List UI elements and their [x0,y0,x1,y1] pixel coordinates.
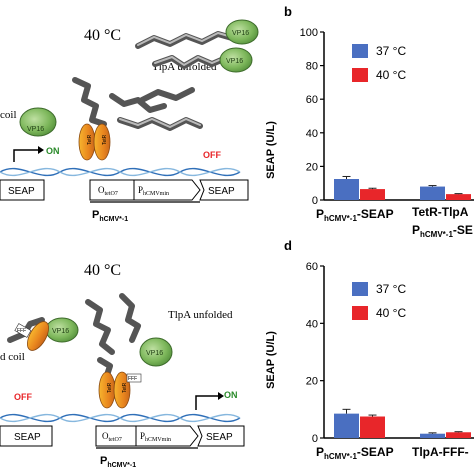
legend-label-37: 37 °C [376,282,406,296]
dna-helix [0,167,241,177]
svg-text:VP16: VP16 [146,350,163,357]
y-tick-label: 40 [306,128,318,140]
panel-a: 40 °C TlpA unfolded coil VP16 VP16 [0,19,259,223]
panel-c-temperature: 40 °C [84,262,121,279]
svg-text:TetR: TetR [122,382,128,393]
state-on-label: ON [224,390,238,400]
panel-a-temperature: 40 °C [84,27,121,44]
y-tick-label: 80 [306,61,318,73]
y-tick-label: 0 [312,195,318,207]
vp16-domain: VP16 [139,337,173,367]
bar [420,433,445,438]
y-tick-label: 20 [306,161,318,173]
y-tick-label: 20 [306,376,318,388]
state-off-label: OFF [203,150,221,160]
vp16-domain: VP16 [225,19,259,45]
transcription-arrowhead [218,392,224,400]
legend-label-40: 40 °C [376,68,406,82]
y-axis-label: SEAP (U/L) [265,121,277,179]
reporter-label: SEAP [8,186,35,197]
svg-text:PhCMVmin: PhCMVmin [140,431,171,443]
legend-label-37: 37 °C [376,44,406,58]
category-label-1: PhCMV*-1-SEAP [316,207,394,223]
legend: 37 °C 40 °C [352,44,406,82]
bar [446,194,471,200]
panel-c-unfolded-label: TlpA unfolded [168,309,233,321]
legend-swatch-40 [352,68,368,82]
y-tick-label: 60 [306,94,318,106]
bars [334,175,471,200]
svg-text:VP16: VP16 [232,30,249,37]
y-tick-label: 40 [306,318,318,330]
vp16-domain: VP16 [19,107,57,137]
y-axis-label: SEAP (U/L) [265,331,277,389]
y-tick-label: 60 [306,261,318,273]
svg-text:VP16: VP16 [27,126,44,133]
svg-text:TetR: TetR [107,382,113,393]
legend-label-40: 40 °C [376,306,406,320]
tetr-dimer: TetR TetR [78,123,111,161]
legend-swatch-40 [352,306,368,320]
bars [334,408,471,438]
legend: 37 °C 40 °C [352,282,406,320]
unfolded-chain-highlight [119,31,233,129]
svg-text:VP16: VP16 [226,58,243,65]
dna-helix [0,413,241,423]
chart-d: d SEAP (U/L) 0 20 40 60 37 °C 40 °C PhCMV*-… [265,238,474,461]
panel-label-d: d [284,238,292,253]
y-tick-label: 100 [300,27,318,39]
state-off-label: OFF [14,392,32,402]
operator-box: OtetO7 [95,425,137,447]
category-label-1: PhCMV*-1-SEAP [316,445,394,461]
seap-box-left [0,425,53,447]
panel-label-b: b [284,4,292,19]
seap-box-right: SEAP [199,179,249,201]
bar [334,413,359,438]
seap-box-left [0,179,45,201]
construct-label: PhCMV*-1 [100,455,136,469]
svg-text:PhCMVmin: PhCMVmin [138,185,169,197]
seap-box-right: SEAP [197,425,245,447]
transcription-arrow [195,395,218,410]
svg-text:TetR: TetR [87,134,93,145]
tetr-fff-floating: FFF [14,321,49,351]
bar [420,186,445,200]
operator-box: OtetO7 [89,179,135,201]
svg-text:SEAP: SEAP [208,186,235,197]
svg-text:OtetO7: OtetO7 [102,431,122,443]
svg-text:OtetO7: OtetO7 [98,185,118,197]
y-tick-label: 0 [312,433,318,445]
tetr-dimer: FFF TetR TetR [98,371,142,409]
svg-text:SEAP: SEAP [206,432,233,443]
vp16-domain: VP16 [219,47,253,73]
reporter-label: SEAP [14,432,41,443]
svg-text:FFF: FFF [17,328,26,334]
promoter-box: PhCMVmin [135,425,199,447]
svg-text:TetR: TetR [102,134,108,145]
transcription-arrowhead [38,146,44,154]
promoter-box: PhCMVmin [133,179,201,201]
state-on-label: ON [46,146,60,156]
legend-swatch-37 [352,44,368,58]
bar [446,432,471,438]
bar [334,179,359,200]
bar [360,189,385,200]
category-label-2b: PhCMV*-1-SE [412,223,473,239]
unfolded-chain [72,31,235,131]
svg-text:VP16: VP16 [52,328,69,335]
category-label-2: TlpA-FFF- [412,445,469,459]
panel-a-coil-label: coil [0,109,17,121]
construct-label: PhCMV*-1 [92,209,128,223]
transcription-arrow [13,149,38,162]
vp16-domain: VP16 [45,317,79,343]
panel-c: 40 °C TlpA unfolded d coil VP16 VP16 FFF… [0,262,245,469]
chart-b: b SEAP (U/L) 0 20 40 60 80 100 37 °C 40 °C Ph… [265,4,474,239]
category-label-2: TetR-TlpA [412,205,469,219]
legend-swatch-37 [352,282,368,296]
panel-c-coil-label: d coil [0,351,25,363]
bar [360,416,385,438]
fff-label: FFF [128,376,137,382]
